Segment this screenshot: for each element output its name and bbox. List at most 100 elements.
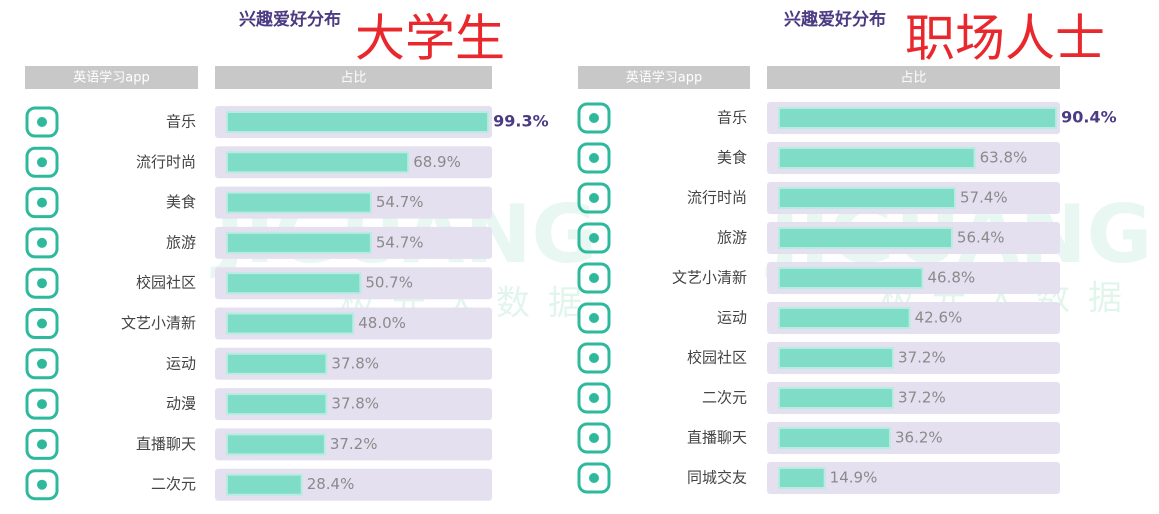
icon: [577, 302, 611, 334]
bar: [778, 427, 891, 449]
icon: [25, 146, 59, 178]
icon: [37, 318, 47, 329]
bar: [226, 473, 303, 496]
value-label: 54.7%: [376, 193, 424, 211]
icon: [37, 117, 47, 127]
value-label: 37.8%: [331, 395, 379, 413]
header-label: 英语学习app: [626, 70, 702, 86]
icon: [577, 142, 611, 174]
value-label: 46.8%: [927, 269, 975, 287]
icon: [577, 342, 611, 374]
icon: [37, 399, 47, 410]
icon: [37, 237, 47, 248]
category-label: 流行时尚: [687, 189, 747, 207]
value-label: 28.4%: [307, 475, 355, 493]
value-label: 14.9%: [830, 469, 878, 487]
value-label: 37.2%: [330, 435, 378, 453]
icon: [577, 422, 611, 454]
bar: [778, 187, 956, 209]
icon: [589, 353, 599, 363]
value-label: 37.8%: [331, 354, 379, 372]
bar: [226, 272, 362, 295]
group-label: 大学生: [355, 10, 505, 68]
category-label: 运动: [717, 309, 747, 327]
value-label: 56.4%: [957, 229, 1005, 247]
value-label: 54.7%: [376, 233, 424, 251]
category-label: 音乐: [166, 113, 196, 131]
bar: [226, 393, 328, 416]
category-label: 美食: [166, 193, 196, 211]
category-label: 直播聊天: [687, 429, 747, 447]
value-label: 37.2%: [898, 389, 946, 407]
category-label: 校园社区: [687, 349, 747, 367]
icon: [589, 193, 599, 203]
icon: [577, 182, 611, 214]
icon: [577, 222, 611, 254]
icon: [25, 469, 59, 501]
bar: [778, 387, 895, 409]
bar: [226, 312, 355, 335]
category-label: 美食: [717, 149, 747, 167]
header-box: [767, 66, 1060, 89]
bar: [778, 227, 953, 249]
icon: [25, 308, 59, 339]
icon: [577, 262, 611, 294]
icon: [25, 267, 59, 299]
bar: [226, 111, 490, 133]
icon: [25, 348, 59, 380]
category-label: 动漫: [166, 395, 196, 413]
icon: [25, 187, 59, 219]
icon: [25, 428, 59, 460]
bar-track: [767, 462, 1060, 494]
icon: [589, 153, 599, 163]
value-label: 99.3%: [493, 112, 549, 131]
category-label: 运动: [166, 354, 196, 372]
bar: [778, 147, 976, 169]
chart-title: 兴趣爱好分布: [239, 9, 341, 30]
icon: [589, 433, 599, 443]
bar: [226, 151, 410, 174]
category-label: 同城交友: [687, 469, 747, 487]
icon: [37, 439, 47, 450]
value-label: 63.8%: [980, 149, 1028, 167]
icon: [37, 479, 47, 490]
icon: [589, 313, 599, 323]
header-box: [578, 66, 750, 89]
icon: [37, 278, 47, 289]
bar: [226, 231, 372, 254]
icon: [25, 227, 59, 259]
icon: [589, 233, 599, 243]
header-label: 英语学习app: [73, 70, 149, 86]
bar: [226, 191, 372, 214]
category-label: 音乐: [717, 109, 747, 127]
header-box: [25, 66, 198, 89]
header-box: [215, 66, 492, 89]
icon: [37, 358, 47, 369]
value-label: 90.4%: [1061, 108, 1117, 127]
category-label: 文艺小清新: [121, 314, 196, 332]
category-label: 流行时尚: [136, 153, 196, 171]
bar: [226, 352, 328, 375]
bar: [778, 467, 826, 489]
value-label: 68.9%: [413, 153, 461, 171]
bar: [778, 107, 1058, 129]
header-label: 占比: [900, 71, 926, 86]
category-label: 旅游: [717, 229, 747, 247]
value-label: 37.2%: [898, 349, 946, 367]
category-label: 二次元: [151, 475, 196, 493]
icon: [589, 273, 599, 283]
value-label: 42.6%: [915, 309, 963, 327]
bar: [778, 347, 895, 369]
category-label: 校园社区: [136, 274, 196, 292]
category-label: 文艺小清新: [672, 269, 747, 287]
icon: [589, 113, 599, 123]
icon: [577, 462, 611, 494]
chart-title: 兴趣爱好分布: [784, 9, 886, 30]
bar: [226, 433, 326, 456]
icon: [37, 197, 47, 208]
icon: [589, 393, 599, 403]
icon: [577, 382, 611, 414]
bar: [778, 267, 924, 289]
category-label: 二次元: [702, 389, 747, 407]
